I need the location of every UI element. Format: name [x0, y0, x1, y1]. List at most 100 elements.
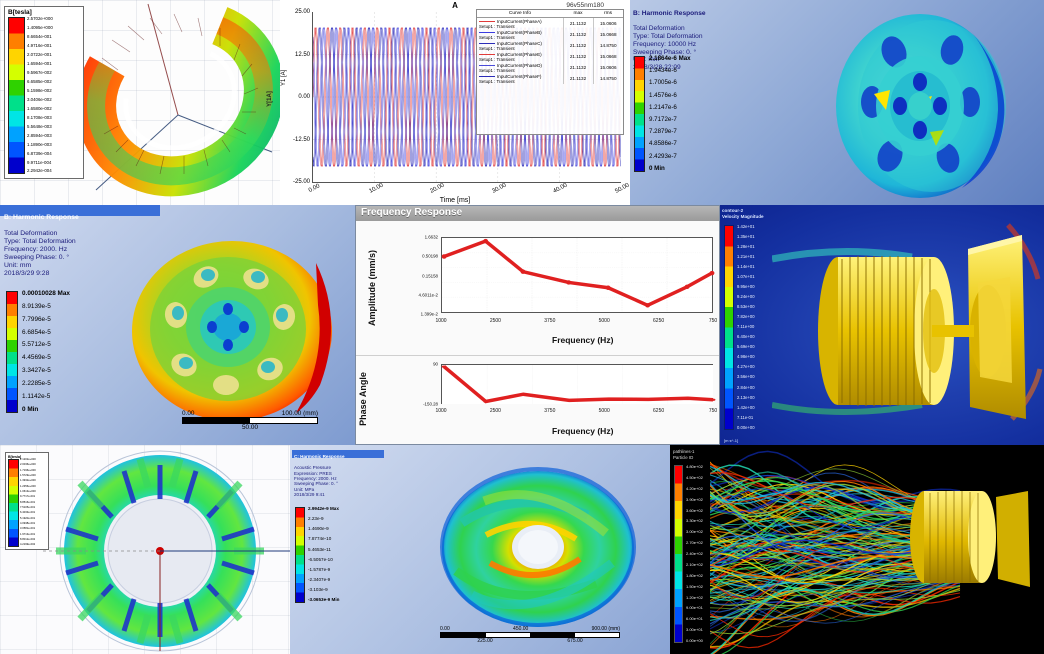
legend-value: 2.2942e-004	[27, 169, 53, 173]
streamline	[710, 518, 960, 559]
legend-value: 9.95e+00	[737, 285, 755, 289]
scale-mid: 450.00	[513, 626, 528, 632]
streamline	[710, 543, 960, 556]
streamline	[710, 484, 960, 527]
streamline	[710, 543, 960, 571]
legend-value: 6.8739e-004	[27, 152, 53, 156]
streamline	[710, 487, 960, 510]
result-detail-line: Total Deformation	[633, 25, 706, 33]
streamline	[710, 564, 960, 590]
legend-value: 2.0036e+000	[20, 464, 36, 467]
streamline	[710, 586, 960, 619]
color-bar	[634, 56, 645, 172]
y-axis-tick: -25.00	[293, 179, 310, 185]
y-axis-label: Y1 [A]	[281, 70, 287, 86]
streamline	[710, 552, 960, 596]
deformation-legend: 0.00010028 Max 8.9139e-5 7.7996e-5 6.6854e-…	[6, 291, 70, 413]
streamline	[710, 563, 960, 606]
data-point-marker	[646, 398, 651, 400]
legend-value: 1.35e+01	[737, 235, 755, 239]
streamline	[710, 482, 960, 516]
streamline	[710, 564, 960, 587]
scale-bar: 0.00 450.00 900.00 (mm) 225.00 675.00	[440, 626, 620, 644]
legend-value: 0.00010028 Max	[22, 291, 70, 297]
magnetic-legend-box: B[tesla] 2.1202e+000 2.0036e+000 1.7196e+0…	[5, 452, 49, 550]
streamline	[710, 497, 960, 535]
legend-value: 2.5702e+000	[27, 17, 53, 21]
amplitude-y-axis-label: Amplitude (mm/s)	[367, 250, 377, 326]
legend-value: 1.1142e-5	[22, 394, 70, 400]
streamline	[710, 515, 960, 537]
legend-value: 4.8586e-7	[649, 141, 691, 147]
stator-section-2d-model	[42, 447, 290, 654]
legend-value: 9.00e+01	[686, 606, 703, 610]
streamline	[710, 463, 960, 516]
streamline	[710, 502, 960, 544]
legend-value: 3.30e+02	[686, 519, 703, 523]
streamline	[710, 594, 960, 648]
window-title-bar[interactable]: Frequency Response	[356, 206, 719, 221]
legend-value: 4.0938e-001	[20, 523, 36, 526]
result-detail-line: Frequency: 10000 Hz	[633, 41, 706, 49]
legend-value: 5.5712e-5	[22, 342, 70, 348]
contour-header: contour-2 Velocity Magnitude	[722, 208, 764, 219]
y-axis-tick: 12.50	[295, 52, 310, 58]
legend-value: 2.70e+02	[686, 541, 703, 545]
curve-max-value: 21.1132	[563, 62, 593, 73]
scale-tick-2: 675.00	[567, 638, 582, 644]
curve-info-body: InputCurrent(PhaseA) Setup1 : Transient 21…	[477, 18, 623, 85]
streamline	[710, 545, 960, 578]
curve-info-column-header: rms	[593, 10, 623, 18]
streamline	[710, 473, 960, 514]
legend-value: 7.5105e-001	[20, 507, 36, 510]
streamline	[710, 512, 960, 563]
x-axis-tick: 40.00	[553, 182, 569, 194]
curve-max-value: 21.1132	[563, 18, 593, 30]
curve-name: InputCurrent(PhaseA)	[497, 19, 542, 24]
legend-value: 0.00e+00	[737, 426, 755, 430]
curve-info-cell: InputCurrent(PhaseE) Setup1 : Transient	[477, 51, 563, 62]
streamline	[710, 464, 960, 514]
phase-series	[442, 365, 713, 404]
legend-value: 5.1598e-002	[27, 89, 53, 93]
result-title: B: Harmonic Response	[633, 10, 706, 18]
legend-values: 0.00010028 Max 8.9139e-5 7.7996e-5 6.6854e-…	[22, 291, 70, 413]
streamline	[710, 582, 960, 649]
streamline	[710, 573, 960, 618]
legend-value: 8.1708e-003	[27, 116, 53, 120]
result-detail-line: 2018/3/29 9:28	[4, 270, 79, 278]
legend-values: 2.1202e+000 2.0036e+000 1.7196e+000 1.5729e…	[20, 459, 36, 547]
amplitude-chart: Amplitude (mm/s) 1.6632 0.50198 0.15158 4.6…	[356, 221, 719, 356]
result-header: C: Harmonic Response Acoustic Pressure Ex…	[294, 449, 345, 503]
curve-info-row: InputCurrent(PhaseE) Setup1 : Transient 21…	[477, 51, 623, 62]
streamline	[710, 518, 960, 560]
scale-min: 0.00	[440, 626, 450, 632]
result-details: Total Deformation Type: Total Deformation…	[4, 230, 79, 278]
legend-value: 8.6654e-001	[27, 35, 53, 39]
legend-value: 2.1864e-6 Max	[649, 56, 691, 62]
legend-value: 2.10e+02	[686, 563, 703, 567]
curve-rms-value: 15.0606	[593, 62, 623, 73]
streamline	[710, 569, 960, 601]
curve-setup: Setup1 : Transient	[479, 24, 561, 29]
streamline	[710, 588, 960, 637]
streamline	[710, 482, 960, 511]
legend-values: 2.1864e-6 Max 1.9434e-6 1.7005e-6 1.4576e-6…	[649, 56, 691, 172]
y-axis-tick: -150.28	[384, 402, 438, 407]
legend-value: 1.80e+02	[686, 574, 703, 578]
particle-legend: 4.80e+02 4.50e+02 4.20e+02 3.90e+02 3.60e+02…	[674, 465, 703, 643]
legend-value: 2.40e+02	[686, 552, 703, 556]
streamline	[710, 489, 960, 528]
legend-value: 6.6854e-5	[22, 330, 70, 336]
streamline	[710, 552, 960, 567]
x-axis-tick: 3750	[544, 408, 555, 414]
axis-label-y: Y[1A]	[267, 91, 273, 107]
scale-bar-graphic	[182, 417, 318, 424]
legend-value: 7.7996e-5	[22, 317, 70, 323]
legend-value: 4.9716e-001	[27, 44, 53, 48]
result-title: C: Harmonic Response	[294, 454, 345, 459]
x-axis-tick: 3750	[544, 318, 555, 324]
streamline	[710, 484, 960, 518]
curve-setup: Setup1 : Transient	[479, 68, 561, 73]
amplitude-series	[442, 238, 712, 312]
